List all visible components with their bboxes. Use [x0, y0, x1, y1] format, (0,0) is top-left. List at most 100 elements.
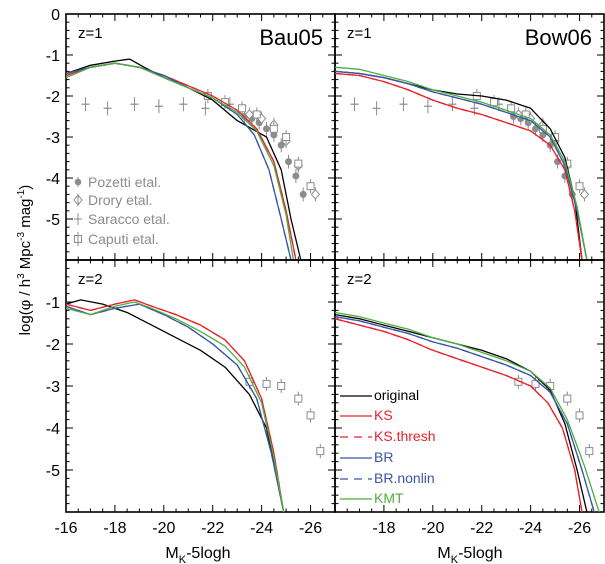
- obs-point-square: [563, 394, 572, 403]
- series-line-original: [335, 70, 583, 260]
- obs-point-square: [294, 159, 303, 168]
- x-tick-label: -20: [421, 520, 444, 537]
- redshift-label: z=1: [78, 25, 103, 42]
- y-tick-label: -2: [46, 337, 60, 354]
- obs-point-diamond: [310, 189, 321, 200]
- obs-point-square: [262, 379, 271, 388]
- legend-obs-saracco: Saracco etal.: [74, 211, 170, 227]
- obs-point-circle: [285, 158, 293, 166]
- obs-point-square: [277, 382, 286, 390]
- y-tick-label: -5: [46, 463, 60, 480]
- obs-point-circle: [277, 141, 285, 149]
- y-tick-label: -1: [46, 295, 60, 312]
- legend-model-ks: KS: [340, 407, 393, 423]
- obs-point-square: [282, 133, 291, 141]
- obs-point-square: [316, 447, 325, 456]
- legend-label-caputi: Caputi etal.: [88, 231, 159, 247]
- x-tick-label: -18: [372, 520, 395, 537]
- y-tick-label: -4: [46, 171, 60, 188]
- series-line-ks: [335, 318, 583, 512]
- x-tick-label: -24: [519, 520, 542, 537]
- series-line-ks-thresh: [335, 318, 583, 512]
- legend-label-saracco: Saracco etal.: [88, 211, 170, 227]
- y-tick-label: -3: [46, 379, 60, 396]
- obs-point-square: [294, 394, 303, 403]
- panel-top-left: 0 -1 -2 -3 -4 -5 z=1 Bau05: [46, 7, 336, 261]
- observations-legend: Pozetti etal. Drory etal. Saracco etal. …: [73, 174, 170, 247]
- series-line-ks-thresh: [335, 72, 583, 260]
- y-tick-label: 0: [51, 7, 60, 24]
- legend-model-ks-thresh: KS.thresh: [340, 428, 435, 444]
- legend-label-ks-thresh: KS.thresh: [374, 428, 435, 444]
- x-tick-label: -18: [103, 520, 126, 537]
- y-tick-label: -3: [46, 130, 60, 147]
- series-line-kmt: [66, 301, 285, 512]
- obs-point-circle: [532, 125, 540, 133]
- legend-label-br-nonlin: BR.nonlin: [374, 470, 435, 486]
- models-legend: original KS KS.thresh BR BR.nonlin KMT: [340, 387, 435, 506]
- legend-label-br: BR: [374, 449, 393, 465]
- obs-point-square: [238, 104, 247, 113]
- legend-model-original: original: [340, 387, 419, 403]
- legend-model-br: BR: [340, 449, 393, 465]
- legend-label-pozetti: Pozetti etal.: [88, 174, 161, 190]
- redshift-label: z=2: [78, 271, 103, 288]
- series-line-ks: [66, 299, 285, 512]
- panel-top-right: z=1 Bow06: [334, 13, 605, 261]
- x-tick-label: -24: [250, 520, 273, 537]
- series-line-kmt: [66, 62, 295, 260]
- y-tick-label: -4: [46, 421, 60, 438]
- redshift-label: z=1: [347, 25, 372, 42]
- panel-bottom-left: -1 -2 -3 -4 -5 -16 -18 -20 -22 -24 -26 z=2: [46, 259, 336, 537]
- series-line-original: [335, 313, 588, 512]
- legend-model-br-nonlin: BR.nonlin: [340, 470, 435, 486]
- obs-point-diamond: [244, 109, 255, 120]
- panel-frame: [65, 259, 336, 513]
- legend-obs-drory: Drory etal.: [73, 192, 153, 208]
- legend-label-original: original: [374, 387, 419, 403]
- model-label: Bow06: [525, 25, 592, 50]
- series-line-ks-thresh: [66, 299, 285, 512]
- panel-frame: [334, 13, 605, 261]
- x-axis-title-left: MK-5logh: [165, 545, 230, 564]
- series-line-br-nonlin: [66, 303, 285, 512]
- plot-area: [335, 311, 600, 512]
- series-line-br: [335, 70, 588, 260]
- plot-area: [66, 299, 325, 512]
- obs-point-square: [585, 447, 594, 456]
- plot-area: [66, 58, 321, 260]
- series-line-br-nonlin: [335, 316, 595, 512]
- x-tick-label: -26: [299, 520, 322, 537]
- legend-label-ks: KS: [374, 407, 393, 423]
- x-tick-label: -22: [201, 520, 224, 537]
- x-tick-label: -20: [152, 520, 175, 537]
- series-line-kmt: [335, 66, 588, 260]
- obs-point-square: [252, 110, 261, 119]
- legend-obs-pozetti: Pozetti etal.: [74, 174, 161, 190]
- obs-point-square: [269, 124, 278, 133]
- obs-point-square: [489, 98, 498, 107]
- obs-point-circle: [292, 172, 300, 180]
- series-line-ks: [335, 72, 583, 260]
- legend-model-kmt: KMT: [340, 490, 404, 506]
- model-label: Bau05: [259, 25, 323, 50]
- legend-label-kmt: KMT: [374, 490, 404, 506]
- x-tick-label: -16: [54, 520, 77, 537]
- legend-obs-caputi: Caputi etal.: [74, 231, 159, 247]
- series-line-kmt: [335, 311, 600, 512]
- obs-point-square: [521, 110, 530, 119]
- x-tick-label: -26: [568, 520, 591, 537]
- series-line-br-nonlin: [335, 70, 588, 260]
- series-line-original: [66, 299, 277, 475]
- obs-point-circle: [263, 125, 271, 133]
- legend-label-drory: Drory etal.: [88, 192, 153, 208]
- y-tick-label: -1: [46, 48, 60, 65]
- plot-area: [335, 66, 590, 260]
- x-tick-label: -22: [470, 520, 493, 537]
- y-axis-title: log(φ / h3 Mpc-3 mag-1): [16, 185, 34, 336]
- series-line-ks-thresh: [66, 62, 297, 260]
- obs-point-square: [306, 182, 315, 191]
- series-line-br: [66, 303, 285, 512]
- series-line-br-nonlin: [66, 62, 292, 260]
